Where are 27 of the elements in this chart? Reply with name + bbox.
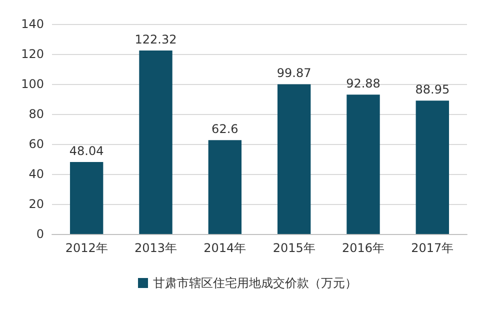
- data-label: 62.6: [212, 122, 238, 136]
- x-tick-label: 2016年: [342, 241, 385, 255]
- y-tick-label: 80: [28, 107, 44, 121]
- y-tick-label: 0: [36, 227, 44, 241]
- x-tick-label: 2015年: [272, 241, 316, 255]
- data-label: 99.87: [276, 66, 312, 80]
- y-tick-label: 20: [28, 197, 44, 211]
- data-label: 92.88: [346, 76, 380, 91]
- y-tick-label: 120: [21, 47, 44, 61]
- y-tick-label: 60: [28, 137, 44, 151]
- bar: [208, 140, 242, 234]
- bar: [416, 100, 450, 234]
- bar: [139, 50, 172, 234]
- x-tick-label: 2012年: [65, 241, 108, 255]
- x-tick-label: 2017年: [411, 241, 454, 255]
- y-tick-label: 140: [21, 17, 44, 31]
- bar: [346, 94, 380, 234]
- x-tick-label: 2014年: [204, 241, 246, 255]
- y-tick-label: 40: [28, 167, 44, 181]
- bar: [70, 162, 104, 234]
- data-label: 88.95: [415, 82, 450, 97]
- data-label: 122.32: [134, 32, 177, 47]
- bar: [277, 84, 311, 234]
- x-tick-label: 2013年: [134, 241, 178, 255]
- legend-label: 甘肃市辖区住宅用地成交价款（万元）: [153, 276, 357, 290]
- y-tick-label: 100: [21, 77, 44, 91]
- data-label: 48.04: [69, 144, 104, 158]
